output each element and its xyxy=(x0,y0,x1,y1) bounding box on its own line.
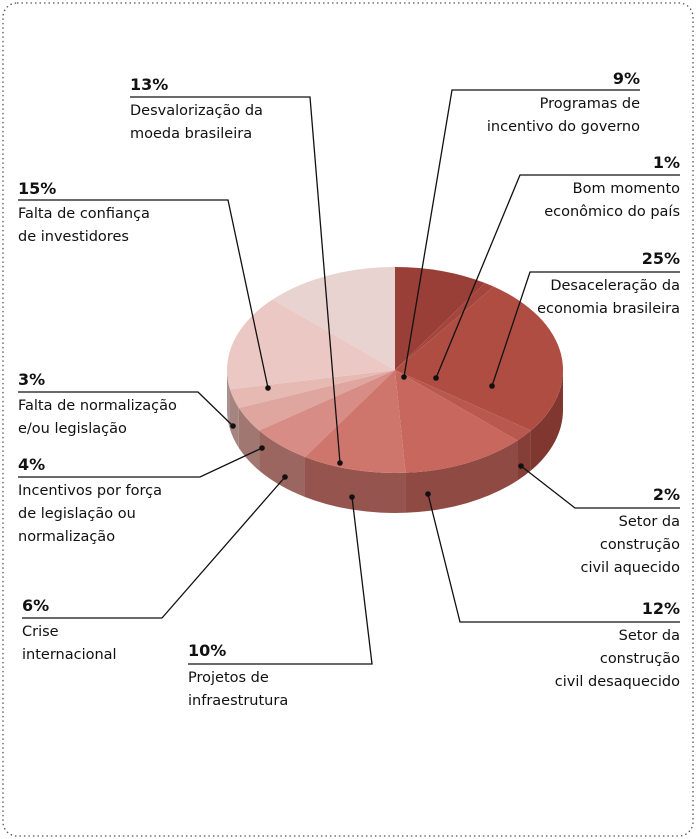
leader-line xyxy=(403,89,640,378)
slice-side xyxy=(304,456,406,513)
leader-dot xyxy=(282,474,288,480)
leader-dot xyxy=(337,460,343,466)
slice-side xyxy=(238,407,260,471)
leader-line xyxy=(18,199,269,389)
category-label: Setor da construção civil desaquecido xyxy=(554,628,680,690)
leader-line xyxy=(18,391,234,427)
leader-line xyxy=(520,465,680,509)
leader-line xyxy=(491,271,680,387)
value-label: 9% xyxy=(612,69,640,88)
leader-dot xyxy=(425,491,431,497)
category-label: Setor da construção civil aquecido xyxy=(580,514,680,576)
slice-side xyxy=(227,370,230,430)
value-label: 6% xyxy=(22,596,50,615)
category-label: Falta de normalização e/ou legislação xyxy=(18,398,177,437)
category-label: Bom momento econômico do país xyxy=(544,181,680,220)
leader-dot xyxy=(489,383,495,389)
leader-line xyxy=(188,496,373,665)
value-label: 2% xyxy=(652,485,680,504)
leader-line xyxy=(427,493,680,623)
slice xyxy=(229,370,395,408)
category-label: Falta de confiança de investidores xyxy=(18,206,150,245)
slice xyxy=(259,370,395,457)
category-label: Crise internacional xyxy=(22,624,117,663)
value-label: 3% xyxy=(18,370,46,389)
slice-side xyxy=(530,370,563,471)
value-label: 15% xyxy=(18,179,57,198)
slice xyxy=(304,370,406,473)
category-label: Desaceleração da economia brasileira xyxy=(537,278,680,317)
slice-side xyxy=(405,440,518,513)
slice xyxy=(395,370,518,473)
value-label: 1% xyxy=(652,153,680,172)
category-label: Incentivos por força de legislação ou no… xyxy=(18,483,163,545)
leader-dot xyxy=(230,423,236,429)
slice xyxy=(272,267,395,370)
leader-dot xyxy=(433,375,439,381)
leader-dot xyxy=(518,463,524,469)
slice xyxy=(395,370,531,441)
leader-line xyxy=(435,174,680,379)
value-label: 13% xyxy=(130,75,169,94)
leader-dot xyxy=(349,494,355,500)
leader-dot xyxy=(259,445,265,451)
value-label: 4% xyxy=(18,455,46,474)
category-label: Projetos de infraestrutura xyxy=(188,670,289,709)
value-label: 25% xyxy=(641,249,680,268)
leader-line xyxy=(130,96,341,464)
category-label: Desvalorização da moeda brasileira xyxy=(130,103,263,142)
category-label: Programas de incentivo do governo xyxy=(486,96,640,135)
leader-dot xyxy=(265,385,271,391)
slice xyxy=(238,370,395,431)
slice-side xyxy=(229,389,239,448)
slice xyxy=(227,299,395,390)
leader-dot xyxy=(401,374,407,380)
leader-line xyxy=(22,476,286,619)
slice xyxy=(395,286,563,431)
value-label: 10% xyxy=(188,641,227,660)
slice xyxy=(395,283,494,370)
value-label: 12% xyxy=(641,599,680,618)
slice-side xyxy=(259,430,305,497)
leader-line xyxy=(18,447,263,478)
